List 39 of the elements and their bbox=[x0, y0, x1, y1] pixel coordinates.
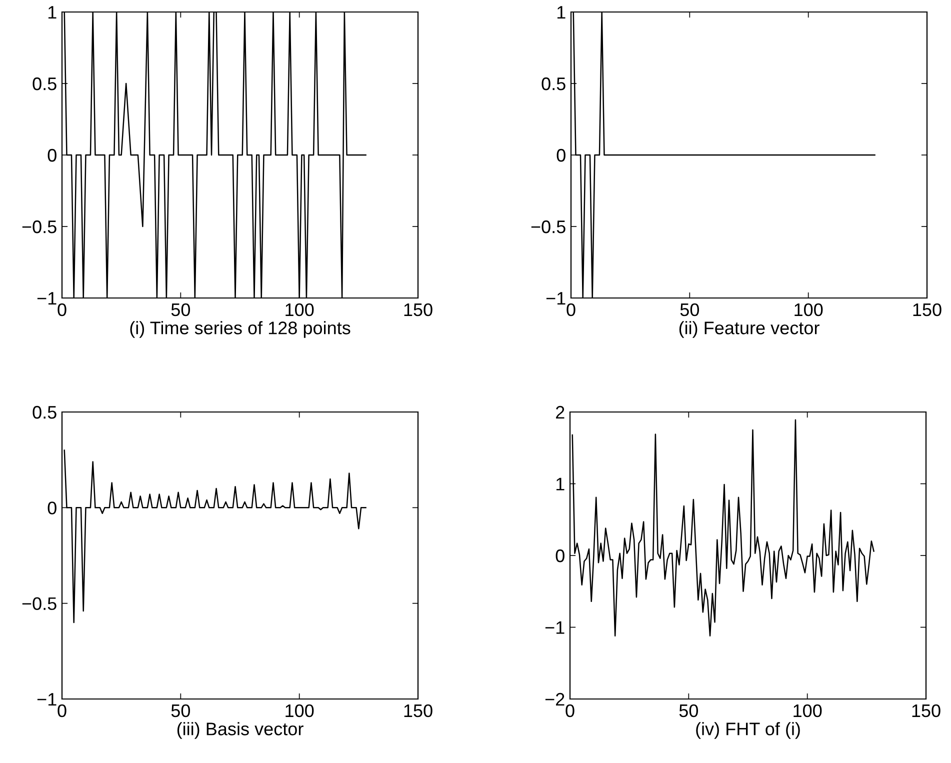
y-tick-label: 1 bbox=[556, 478, 564, 490]
x-tick-label: 0 bbox=[58, 704, 66, 718]
x-tick-label: 0 bbox=[566, 303, 576, 316]
y-tick-label: 2 bbox=[556, 406, 564, 419]
y-tick-label: 0.5 bbox=[32, 406, 56, 419]
y-tick-label: −1 bbox=[37, 693, 56, 706]
x-axis-title: (i) Time series of 128 points bbox=[130, 321, 350, 338]
y-tick-label: −1 bbox=[545, 621, 564, 634]
x-tick-label: 150 bbox=[404, 704, 432, 718]
y-tick-label: 0 bbox=[556, 549, 564, 562]
x-axis-title: (ii) Feature vector bbox=[679, 321, 820, 338]
x-tick-label: 100 bbox=[794, 303, 823, 316]
x-tick-label: 50 bbox=[680, 303, 700, 316]
x-axis-title: (iii) Basis vector bbox=[177, 722, 304, 739]
y-tick-label: −1 bbox=[37, 292, 56, 305]
y-tick-label: 1 bbox=[557, 6, 566, 19]
x-tick-label: 100 bbox=[286, 303, 314, 316]
y-tick-label: −1 bbox=[546, 292, 566, 305]
x-tick-label: 0 bbox=[566, 704, 574, 718]
x-tick-label: 0 bbox=[58, 303, 66, 316]
y-tick-label: 0 bbox=[48, 148, 56, 162]
y-tick-label: −2 bbox=[545, 692, 564, 706]
x-axis-title: (iv) FHT of (i) bbox=[696, 722, 800, 739]
x-tick-label: 150 bbox=[913, 303, 942, 316]
x-tick-label: 50 bbox=[679, 704, 698, 718]
y-tick-label: −0.5 bbox=[22, 220, 56, 234]
y-tick-label: −0.5 bbox=[22, 597, 56, 610]
x-tick-label: 150 bbox=[912, 704, 940, 718]
y-tick-label: 1 bbox=[48, 6, 56, 19]
y-tick-label: −0.5 bbox=[531, 220, 566, 234]
x-tick-label: 50 bbox=[171, 303, 190, 316]
x-tick-label: 50 bbox=[171, 704, 190, 718]
x-tick-label: 100 bbox=[794, 704, 822, 718]
y-tick-label: 0.5 bbox=[32, 77, 56, 90]
y-tick-label: 0 bbox=[48, 502, 56, 514]
x-tick-label: 100 bbox=[286, 704, 314, 718]
y-tick-label: 0 bbox=[556, 148, 566, 162]
y-tick-label: 0.5 bbox=[542, 77, 566, 90]
x-tick-label: 150 bbox=[404, 303, 432, 316]
